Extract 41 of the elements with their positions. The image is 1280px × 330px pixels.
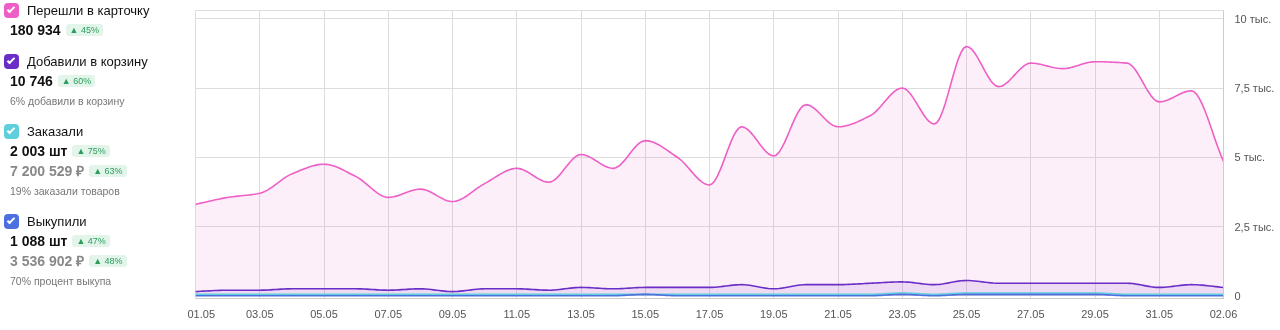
text: 7 200 529 ₽ <box>10 163 85 179</box>
text: 1 088 шт <box>10 233 68 249</box>
legend-label: Заказали <box>26 123 85 141</box>
y-tick-label: 7,5 тыс. <box>1234 82 1275 95</box>
text: 70% процент выкупа <box>10 275 112 287</box>
text: ▲ 48% <box>89 255 127 267</box>
x-tick-label: 07.05 <box>374 307 403 320</box>
x-tick-label: 27.05 <box>1016 307 1045 320</box>
text: 3 536 902 ₽ <box>10 253 85 269</box>
text: ▲ 60% <box>57 75 96 87</box>
x-tick-label: 11.05 <box>503 307 531 320</box>
text: 180 934 <box>10 22 61 38</box>
y-tick-label: 10 тыс. <box>1234 12 1272 25</box>
x-tick-label: 13.05 <box>567 307 595 320</box>
x-tick-label: 25.05 <box>952 307 981 320</box>
x-tick-label: 15.05 <box>631 307 660 320</box>
x-tick-label: 23.05 <box>888 307 917 320</box>
x-tick-label: 29.05 <box>1081 307 1109 320</box>
x-tick-label: 01.05 <box>187 307 216 320</box>
x-tick-label: 21.05 <box>824 307 852 320</box>
legend-label: Выкупили <box>26 213 88 231</box>
x-tick-label: 31.05 <box>1145 307 1174 320</box>
text: ▲ 45% <box>65 24 104 36</box>
x-tick-label: 02.06 <box>1209 307 1238 320</box>
y-tick-label: 5 тыс. <box>1234 151 1266 164</box>
text: ▲ 47% <box>72 235 110 247</box>
text: ▲ 75% <box>72 145 110 157</box>
text: 19% заказали товаров <box>10 185 120 197</box>
x-tick-label: 03.05 <box>245 307 274 320</box>
text: 2 003 шт <box>10 143 68 159</box>
legend-label: Добавили в корзину <box>26 53 149 71</box>
x-tick-label: 19.05 <box>759 307 788 320</box>
x-tick-label: 05.05 <box>310 307 338 320</box>
text: ▲ 63% <box>89 165 127 177</box>
text: 10 746 <box>10 73 53 89</box>
y-tick-label: 0 <box>1234 289 1241 302</box>
x-tick-label: 17.05 <box>695 307 724 320</box>
x-tick-label: 09.05 <box>438 307 467 320</box>
legend-label: Перешли в карточку <box>26 2 150 20</box>
text: 6% добавили в корзину <box>10 95 125 107</box>
y-tick-label: 2,5 тыс. <box>1234 220 1275 233</box>
